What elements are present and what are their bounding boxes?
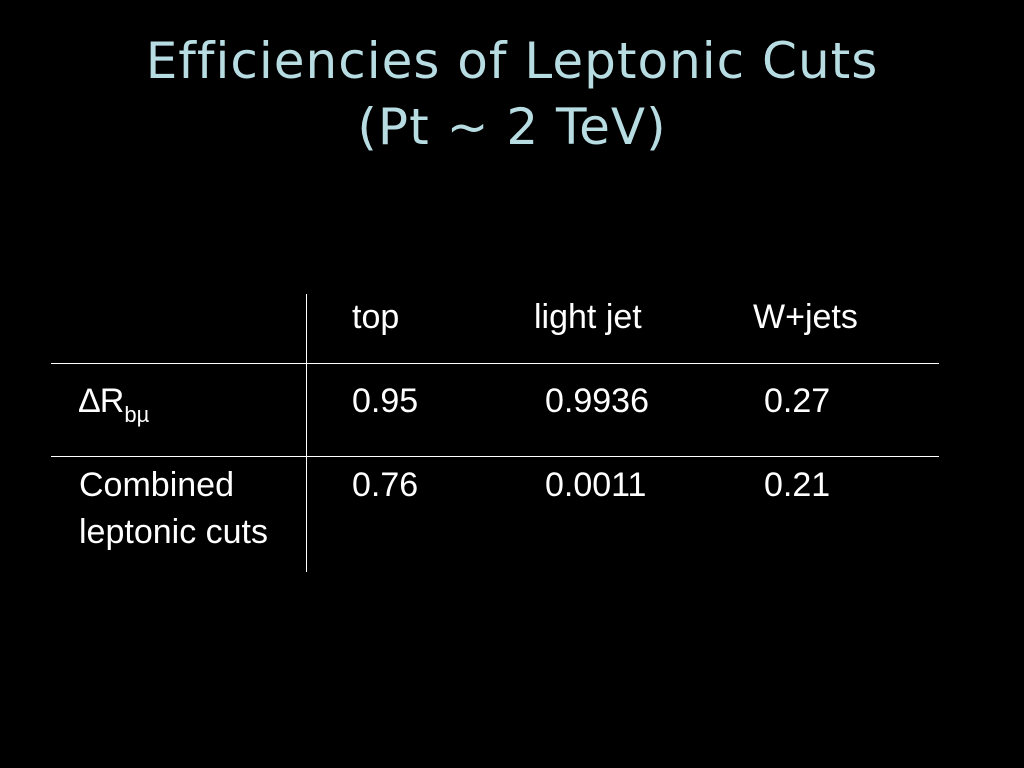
row-label-delta-r-subscript: bµ [124,402,150,427]
row-label-combined-line-2: leptonic cuts [79,513,268,551]
column-header-light-jet: light jet [534,298,642,336]
table-cell-combined-top: 0.76 [352,466,419,504]
slide-title-line-1: Efficiencies of Leptonic Cuts [145,32,879,90]
table-cell-combined-light-jet: 0.0011 [545,466,647,504]
table-cell-delta-r-top: 0.95 [352,382,419,420]
column-header-top: top [352,298,400,336]
table-row-divider [51,456,939,457]
row-label-combined-line-1: Combined [79,466,234,504]
slide-title-line-2: (Pt ~ 2 TeV) [357,98,667,156]
table-header-divider [51,363,939,364]
table-vertical-divider [306,294,307,572]
table-cell-delta-r-w-jets: 0.27 [764,382,831,420]
table-cell-combined-w-jets: 0.21 [764,466,831,504]
table-cell-delta-r-light-jet: 0.9936 [545,382,649,420]
column-header-w-jets: W+jets [753,298,858,336]
row-label-delta-r: ∆Rbµ [79,378,149,428]
row-label-delta-r-main: ∆R [79,382,125,420]
slide-title: Efficiencies of Leptonic Cuts (Pt ~ 2 Te… [0,28,1024,160]
